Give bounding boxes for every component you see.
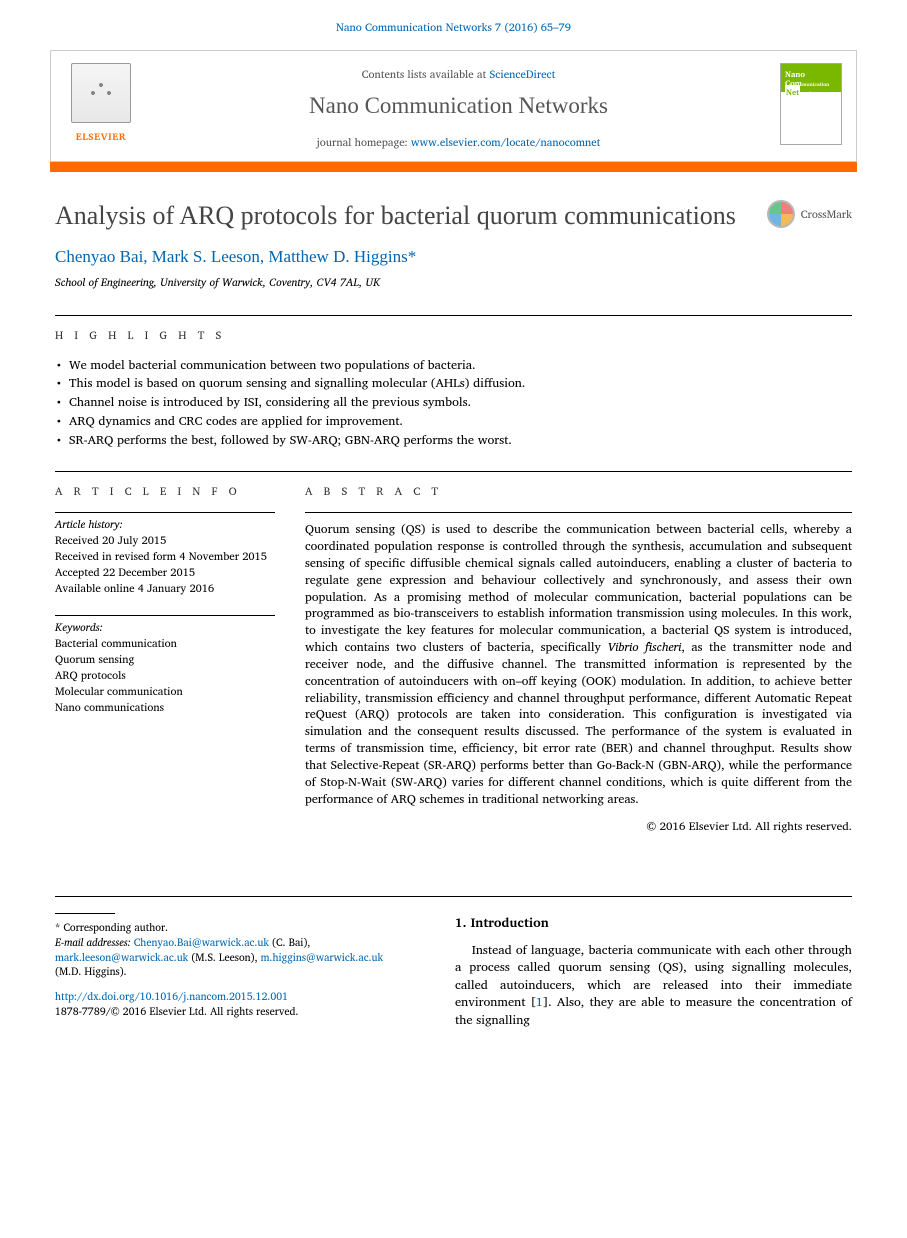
highlight-item: This model is based on quorum sensing an… <box>55 374 852 393</box>
citation-link[interactable]: Nano Communication Networks 7 (2016) 65–… <box>336 18 571 36</box>
crossmark-badge[interactable]: CrossMark <box>767 200 852 228</box>
email-attribution: (M.D. Higgins). <box>55 964 425 979</box>
intro-paragraph: Instead of language, bacteria communicat… <box>455 942 852 1030</box>
highlight-item: ARQ dynamics and CRC codes are applied f… <box>55 412 852 431</box>
intro-heading: 1. Introduction <box>455 913 852 931</box>
divider <box>55 471 852 472</box>
issn-copyright: 1878-7789/© 2016 Elsevier Ltd. All right… <box>55 1004 425 1019</box>
corresponding-marker: * <box>408 247 417 266</box>
highlight-item: Channel noise is introduced by ISI, cons… <box>55 393 852 412</box>
highlights-list: We model bacterial communication between… <box>55 356 852 450</box>
article-history: Article history: Received 20 July 2015 R… <box>55 512 275 597</box>
history-item: Available online 4 January 2016 <box>55 581 275 597</box>
journal-header: ELSEVIER Contents lists available at Sci… <box>50 50 857 162</box>
highlights-heading: H I G H L I G H T S <box>55 326 852 344</box>
article-info-heading: A R T I C L E I N F O <box>55 482 275 500</box>
crossmark-label: CrossMark <box>801 205 852 223</box>
paper-title: Analysis of ARQ protocols for bacterial … <box>55 200 767 233</box>
keyword: Nano communications <box>55 700 275 716</box>
abstract-heading: A B S T R A C T <box>305 482 852 500</box>
homepage-line: journal homepage: www.elsevier.com/locat… <box>151 133 766 151</box>
header-accent-bar <box>50 162 857 172</box>
elsevier-logo: ELSEVIER <box>65 63 137 151</box>
page-citation: Nano Communication Networks 7 (2016) 65–… <box>0 0 907 50</box>
crossmark-icon <box>767 200 795 228</box>
author-email-link[interactable]: m.higgins@warwick.ac.uk <box>261 948 384 966</box>
journal-cover-thumbnail: Nano Communication Networks <box>780 63 842 145</box>
journal-name: Nano Communication Networks <box>151 93 766 119</box>
highlight-item: SR-ARQ performs the best, followed by SW… <box>55 431 852 450</box>
keywords-block: Keywords: Bacterial communication Quorum… <box>55 615 275 716</box>
elsevier-tree-icon <box>71 63 131 123</box>
abstract-text: Quorum sensing (QS) is used to describe … <box>305 521 852 807</box>
author-list: Chenyao Bai, Mark S. Leeson, Matthew D. … <box>55 247 852 267</box>
footer-left: * Corresponding author. E-mail addresses… <box>55 913 425 1029</box>
sciencedirect-link[interactable]: ScienceDirect <box>490 65 556 83</box>
copyright-line: © 2016 Elsevier Ltd. All rights reserved… <box>305 817 852 836</box>
affiliation: School of Engineering, University of War… <box>55 273 852 291</box>
highlight-item: We model bacterial communication between… <box>55 356 852 375</box>
email-attribution: (M.S. Leeson), <box>191 948 257 966</box>
divider <box>55 896 852 897</box>
divider <box>55 315 852 316</box>
contents-available-line: Contents lists available at ScienceDirec… <box>151 65 766 83</box>
author-link[interactable]: Chenyao Bai, Mark S. Leeson, Matthew D. … <box>55 247 408 266</box>
journal-homepage-link[interactable]: www.elsevier.com/locate/nanocomnet <box>411 133 601 151</box>
publisher-name: ELSEVIER <box>76 129 127 145</box>
